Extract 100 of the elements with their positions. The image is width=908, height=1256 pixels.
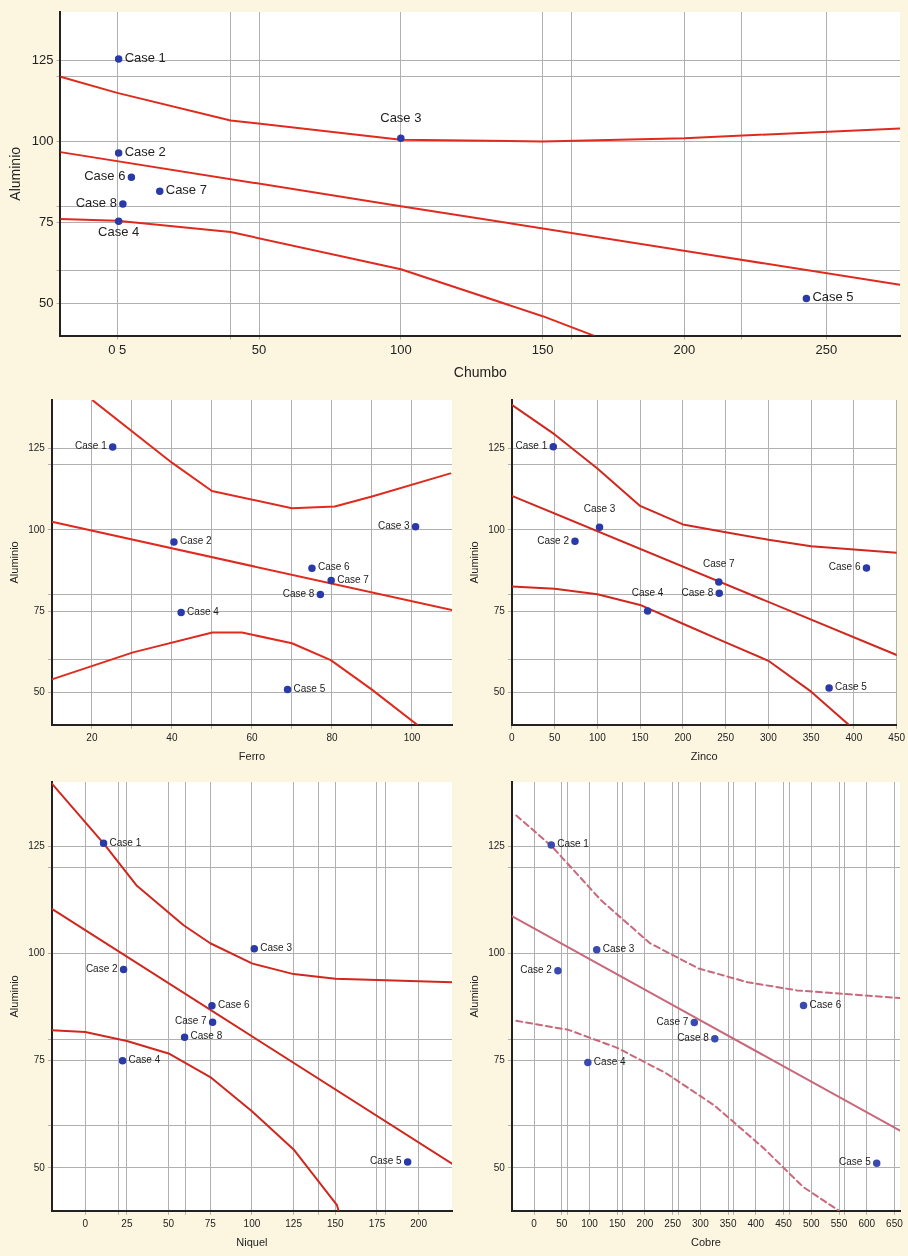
point xyxy=(114,149,123,157)
data-label: Case 8 xyxy=(282,587,315,599)
x-tick-label: 250 xyxy=(815,341,838,357)
point xyxy=(715,578,723,586)
point xyxy=(170,538,178,546)
point xyxy=(250,945,259,953)
x-axis-title: Zinco xyxy=(690,750,718,763)
data-label: Case 6 xyxy=(217,999,251,1011)
point xyxy=(127,173,136,182)
data-label: Case 2 xyxy=(537,534,570,546)
x-axis-title: Chumbo xyxy=(453,364,507,381)
data-label: Case 4 xyxy=(98,224,140,240)
data-label: Case 2 xyxy=(179,535,213,547)
point xyxy=(108,443,117,451)
data-label: Case 4 xyxy=(631,586,664,598)
x-tick-label: 150 xyxy=(631,731,649,743)
x-tick-label: 200 xyxy=(673,341,696,357)
y-tick-label: 50 xyxy=(33,686,46,698)
data-label: Case 1 xyxy=(515,440,548,452)
x-tick-label: 200 xyxy=(410,1217,428,1229)
data-label: Case 1 xyxy=(557,838,590,850)
point xyxy=(802,294,811,303)
y-tick-label: 75 xyxy=(33,1054,46,1066)
y-tick-label: 100 xyxy=(488,947,506,959)
point xyxy=(99,839,108,848)
data-label: Case 5 xyxy=(812,289,854,305)
point xyxy=(799,1001,808,1010)
x-tick-label: 650 xyxy=(886,1217,904,1229)
x-tick-label: 100 xyxy=(243,1217,261,1229)
point xyxy=(156,187,164,196)
y-tick-label: 100 xyxy=(28,523,46,535)
data-label: Case 6 xyxy=(828,561,861,573)
x-tick-label: 300 xyxy=(692,1217,710,1229)
x-tick-label: 250 xyxy=(664,1217,682,1229)
point xyxy=(177,608,185,617)
x-tick-label: 350 xyxy=(719,1217,737,1229)
point xyxy=(690,1018,699,1027)
data-label: Case 4 xyxy=(593,1055,626,1067)
point xyxy=(180,1033,189,1041)
y-tick-label: 125 xyxy=(28,840,46,852)
y-tick-label: 125 xyxy=(488,442,506,454)
y-axis-title: Aluminio xyxy=(7,146,24,201)
y-tick-label: 125 xyxy=(31,52,54,68)
x-tick-label: 350 xyxy=(802,731,820,743)
y-axis-title: Aluminio xyxy=(467,975,480,1018)
y-tick-label: 75 xyxy=(493,1054,506,1066)
point xyxy=(114,217,123,226)
x-tick-label: 125 xyxy=(285,1217,303,1229)
y-tick-label: 100 xyxy=(31,133,54,149)
x-axis-title: Niquel xyxy=(236,1236,268,1249)
x-tick-label: 50 xyxy=(556,1217,568,1229)
point xyxy=(403,1158,412,1166)
y-axis-title: Aluminio xyxy=(7,541,20,584)
data-label: Case 6 xyxy=(809,998,842,1010)
x-tick-label: 20 xyxy=(86,731,98,743)
point xyxy=(571,537,579,546)
x-tick-label: 400 xyxy=(747,1217,765,1229)
point xyxy=(554,966,562,975)
point xyxy=(397,134,405,142)
point xyxy=(114,55,123,63)
point xyxy=(592,945,601,954)
point xyxy=(118,1056,127,1065)
point xyxy=(208,1018,217,1026)
data-label: Case 4 xyxy=(128,1053,161,1065)
point xyxy=(872,1159,881,1167)
data-label: Case 1 xyxy=(75,440,108,452)
point xyxy=(411,522,420,531)
x-tick-label: 400 xyxy=(845,731,863,743)
y-tick-label: 100 xyxy=(488,523,506,535)
point xyxy=(308,564,316,572)
y-tick-label: 100 xyxy=(28,947,46,959)
data-label: Case 3 xyxy=(380,110,422,126)
x-tick-label: 0 5 xyxy=(108,341,127,357)
data-label: Case 8 xyxy=(677,1032,710,1044)
x-tick-label: 0 xyxy=(531,1217,538,1229)
y-tick-label: 75 xyxy=(493,604,506,616)
point xyxy=(119,200,127,208)
data-label: Case 5 xyxy=(293,682,326,694)
x-tick-label: 150 xyxy=(531,341,554,357)
x-tick-label: 100 xyxy=(589,731,607,743)
point xyxy=(208,1002,216,1010)
x-tick-label: 100 xyxy=(581,1217,599,1229)
y-tick-label: 50 xyxy=(33,1161,46,1173)
x-tick-label: 250 xyxy=(717,731,735,743)
x-tick-label: 450 xyxy=(888,731,906,743)
data-label: Case 1 xyxy=(124,50,166,65)
data-label: Case 5 xyxy=(839,1156,872,1168)
x-tick-label: 100 xyxy=(403,731,421,743)
point xyxy=(283,685,292,694)
x-tick-label: 150 xyxy=(326,1217,345,1229)
x-tick-label: 150 xyxy=(608,1217,627,1229)
x-tick-label: 0 xyxy=(82,1217,89,1229)
y-tick-label: 125 xyxy=(28,442,46,454)
y-tick-label: 50 xyxy=(493,686,506,698)
data-label: Case 3 xyxy=(377,519,411,531)
data-label: Case 2 xyxy=(85,962,119,974)
x-tick-label: 450 xyxy=(775,1217,793,1229)
x-tick-label: 50 xyxy=(251,341,267,357)
data-label: Case 7 xyxy=(702,557,736,569)
data-label: Case 5 xyxy=(835,681,868,693)
